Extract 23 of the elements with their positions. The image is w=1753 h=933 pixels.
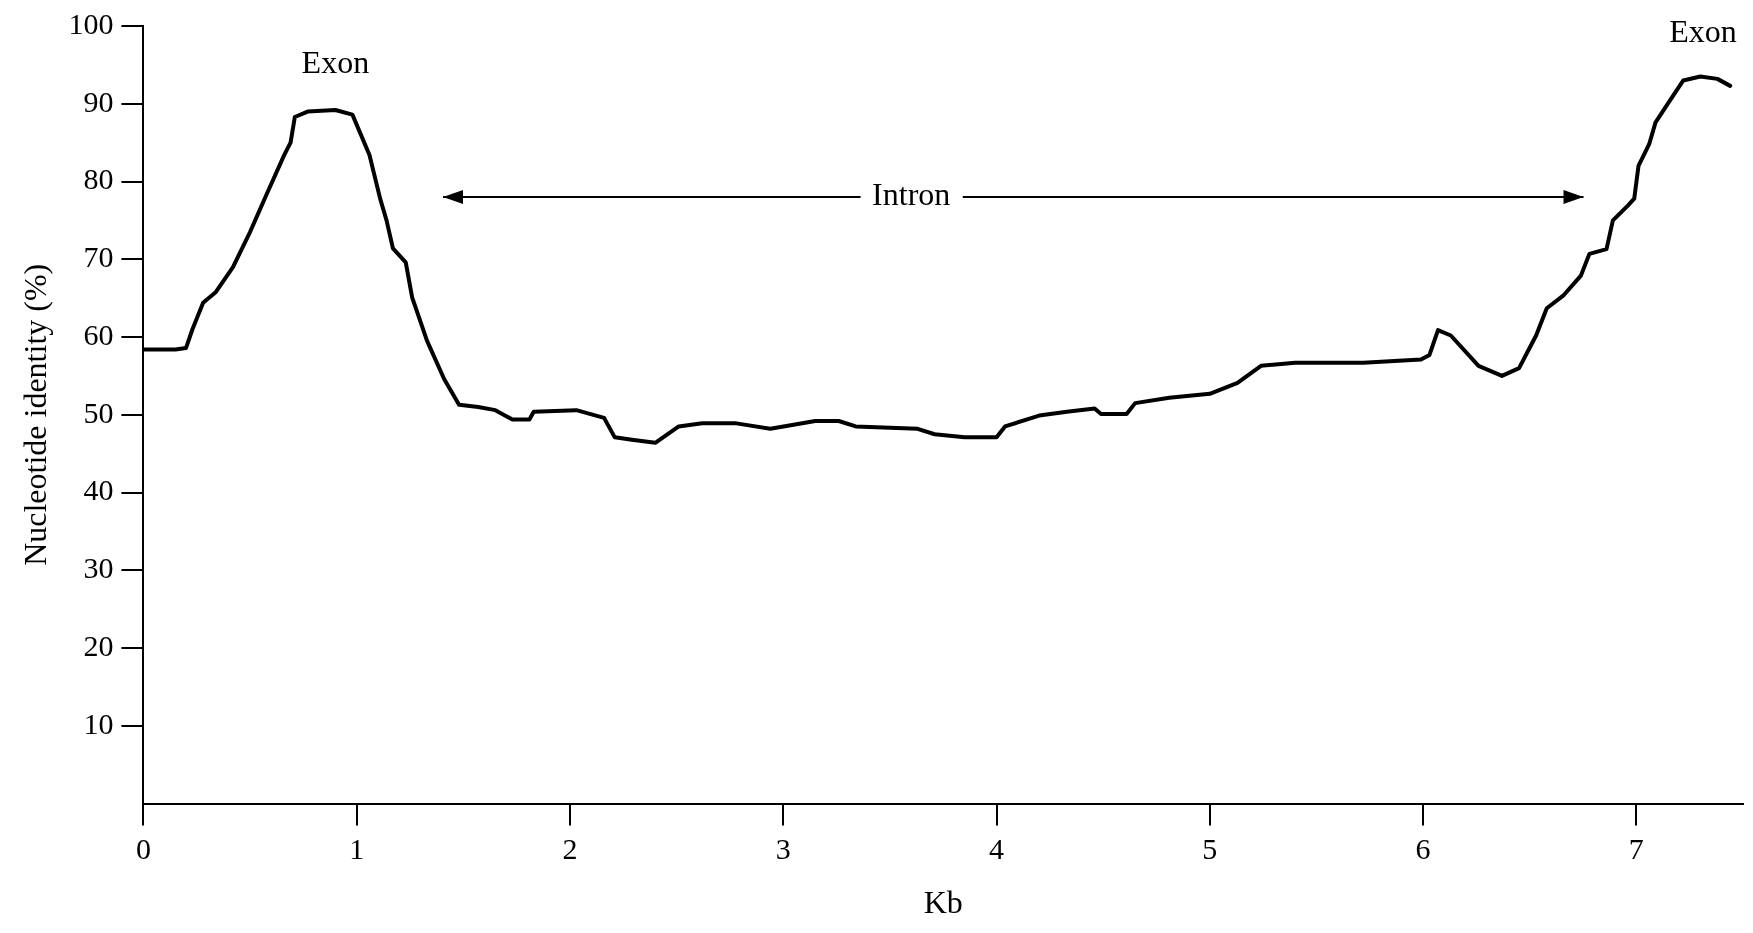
x-tick-label: 7 xyxy=(1628,832,1644,866)
annotation: Intron xyxy=(872,176,951,213)
y-tick-label: 100 xyxy=(68,6,114,40)
annotation: Exon xyxy=(301,44,370,81)
y-tick-label: 10 xyxy=(83,706,114,740)
y-tick-label: 90 xyxy=(83,84,114,118)
y-tick-label: 70 xyxy=(83,240,114,274)
x-axis-title: Kb xyxy=(923,884,963,921)
y-tick-label: 30 xyxy=(83,551,114,585)
y-tick-label: 60 xyxy=(83,317,114,351)
x-tick-label: 5 xyxy=(1202,832,1218,866)
annotation: Exon xyxy=(1669,13,1737,50)
x-tick-label: 4 xyxy=(989,832,1005,866)
y-axis-title: Nucleotide identity (%) xyxy=(16,263,53,566)
y-tick-label: 40 xyxy=(83,473,114,507)
x-tick-label: 2 xyxy=(562,832,578,866)
x-tick-label: 1 xyxy=(349,832,365,866)
y-tick-label: 20 xyxy=(83,628,114,662)
x-tick-label: 6 xyxy=(1415,832,1431,866)
y-tick-label: 80 xyxy=(83,162,114,196)
x-tick-label: 0 xyxy=(135,832,151,866)
y-tick-label: 50 xyxy=(83,395,114,429)
x-tick-label: 3 xyxy=(775,832,791,866)
